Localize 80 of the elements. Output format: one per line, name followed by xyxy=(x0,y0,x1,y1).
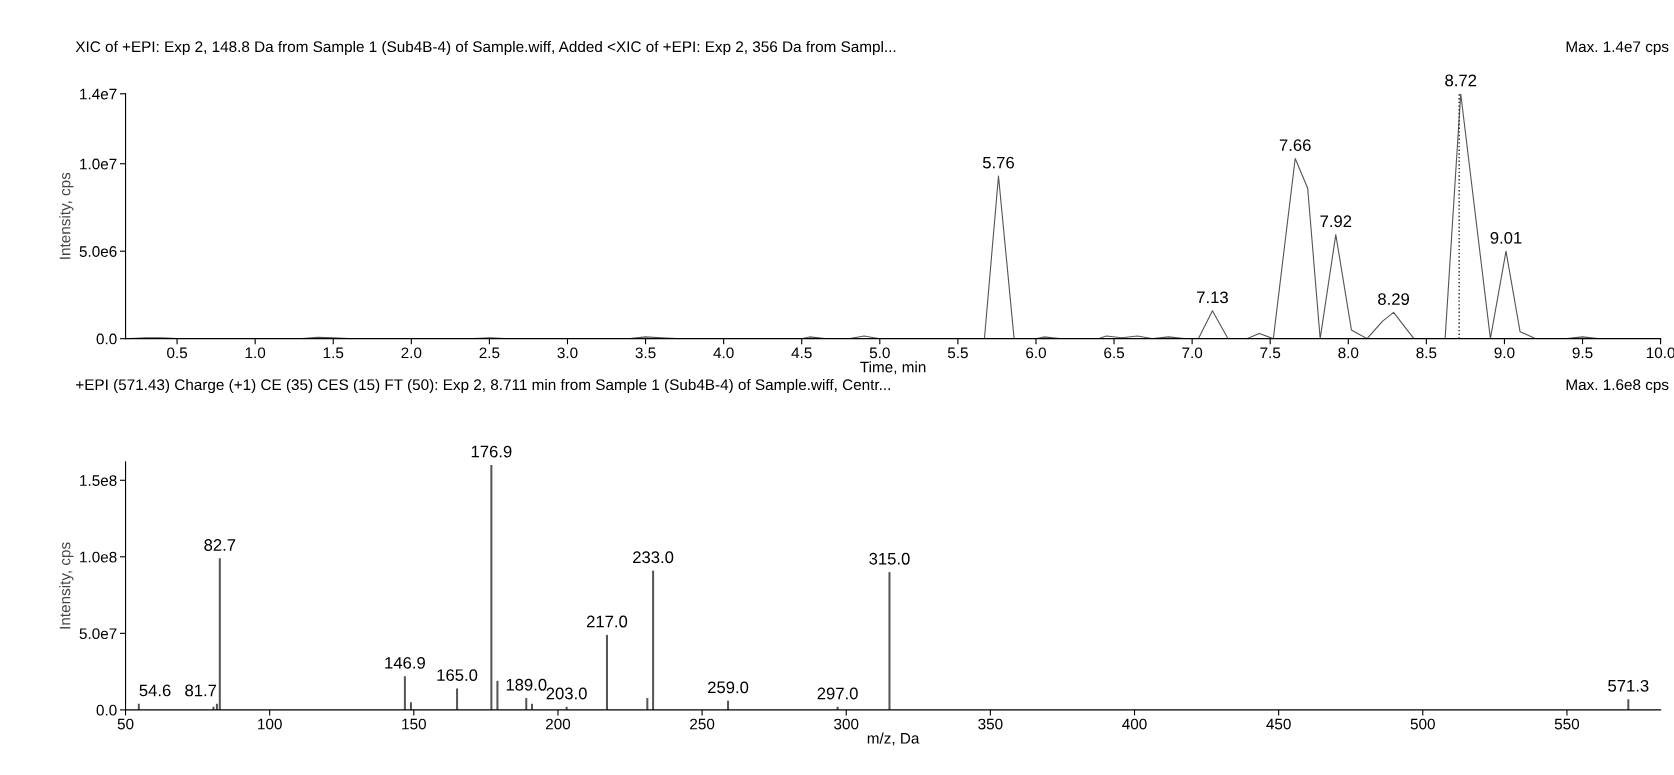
x-tick-label: 7.5 xyxy=(1260,347,1281,359)
annotation: 7.92 xyxy=(1320,215,1352,228)
x-tick-label: 0.5 xyxy=(167,347,188,359)
annotation: 9.01 xyxy=(1490,231,1522,244)
annotation: 233.0 xyxy=(633,551,674,564)
x-tick-label: 3.5 xyxy=(635,347,656,359)
x-tick-label: 4.0 xyxy=(713,347,734,359)
bar xyxy=(888,572,891,710)
annotation: 8.72 xyxy=(1445,74,1477,87)
x-tick-label: 550 xyxy=(1554,718,1580,730)
bar xyxy=(652,570,655,710)
x-tick-label: 2.5 xyxy=(479,347,500,359)
y-tick-label: 1.4e7 xyxy=(80,88,117,100)
x-tick-label: 1.0 xyxy=(245,347,266,359)
x-tick-label: 400 xyxy=(1122,718,1147,730)
text: Max. 1.4e7 cps xyxy=(1566,41,1669,56)
y-tick-label: 1.0e7 xyxy=(80,158,117,170)
bar xyxy=(490,464,493,710)
annotation: 259.0 xyxy=(708,681,749,694)
x-axis-title: Time, min xyxy=(860,361,926,375)
x-tick-label: 150 xyxy=(402,718,426,730)
x-tick-label: 100 xyxy=(258,718,282,730)
x-tick-label: 7.0 xyxy=(1182,347,1203,359)
x-tick-label: 50 xyxy=(117,718,134,730)
annotation: 203.0 xyxy=(546,687,587,700)
y-tick-label: 5.0e6 xyxy=(79,246,117,257)
x-tick-label: 9.5 xyxy=(1572,347,1593,359)
y-axis-title: Intensity, cps xyxy=(59,172,74,259)
annotation: 146.9 xyxy=(385,656,425,669)
bar xyxy=(218,558,221,710)
x-tick-label: 9.0 xyxy=(1494,347,1515,359)
x-tick-label: 6.5 xyxy=(1104,347,1125,359)
text: Max. 1.6e8 cps xyxy=(1566,379,1669,394)
bar xyxy=(496,680,499,710)
x-tick-label: 300 xyxy=(834,718,859,730)
annotation: 54.6 xyxy=(139,684,171,697)
x-axis-title: m/z, Da xyxy=(867,732,920,746)
chart-title: +EPI (571.43) Charge (+1) CE (35) CES (15) FT (50): Exp 2, 8.711 min from Sample 1 (Sub4B-4) of Sample.wiff, Centr... xyxy=(76,378,890,394)
annotation: 571.3 xyxy=(1608,679,1649,692)
annotation: 8.29 xyxy=(1378,293,1409,305)
bar xyxy=(403,676,406,710)
x-tick-label: 2.0 xyxy=(401,347,422,359)
y-axis-title: Intensity, cps xyxy=(59,542,74,629)
chart-title: XIC of +EPI: Exp 2, 148.8 Da from Sample 1 (Sub4B-4) of Sample.wiff, Added <XIC of +EPI: Exp 2, 356 Da from Sampl... xyxy=(75,40,896,56)
annotation: 7.13 xyxy=(1197,291,1228,304)
y-tick-label: 1.0e8 xyxy=(80,551,117,563)
bar xyxy=(1627,699,1630,710)
x-tick-label: 500 xyxy=(1410,718,1435,730)
y-tick-label: 5.0e7 xyxy=(79,628,117,640)
x-tick-label: 8.5 xyxy=(1416,347,1437,359)
annotation: 315.0 xyxy=(869,552,910,565)
annotation: 82.7 xyxy=(204,539,236,551)
x-tick-label: 3.0 xyxy=(557,347,578,359)
bar xyxy=(409,702,412,710)
annotation: 165.0 xyxy=(437,669,478,682)
x-tick-label: 10.0 xyxy=(1646,347,1674,359)
x-tick-label: 250 xyxy=(690,718,715,730)
y-tick-label: 0.0 xyxy=(96,704,117,716)
x-tick-label: 6.0 xyxy=(1026,347,1046,359)
y-tick-label: 0.0 xyxy=(96,333,117,345)
annotation: 297.0 xyxy=(817,687,858,700)
annotation: 176.9 xyxy=(471,445,512,458)
annotation: 189.0 xyxy=(506,678,547,691)
x-tick-label: 350 xyxy=(978,718,1003,730)
bar xyxy=(456,688,459,710)
x-tick-label: 5.0 xyxy=(869,347,890,359)
x-tick-label: 5.5 xyxy=(947,347,968,359)
annotation: 5.76 xyxy=(982,156,1014,169)
bar xyxy=(646,698,649,710)
y-tick-label: 1.5e8 xyxy=(80,475,117,486)
x-tick-label: 8.0 xyxy=(1338,347,1359,359)
bar xyxy=(605,634,608,710)
x-tick-label: 200 xyxy=(545,718,571,730)
annotation: 81.7 xyxy=(185,684,217,697)
annotation: 7.66 xyxy=(1279,139,1311,152)
bar xyxy=(525,698,528,710)
x-tick-label: 450 xyxy=(1266,718,1291,730)
x-tick-label: 1.5 xyxy=(323,347,344,359)
x-tick-label: 4.5 xyxy=(791,347,812,359)
annotation: 217.0 xyxy=(586,615,628,628)
